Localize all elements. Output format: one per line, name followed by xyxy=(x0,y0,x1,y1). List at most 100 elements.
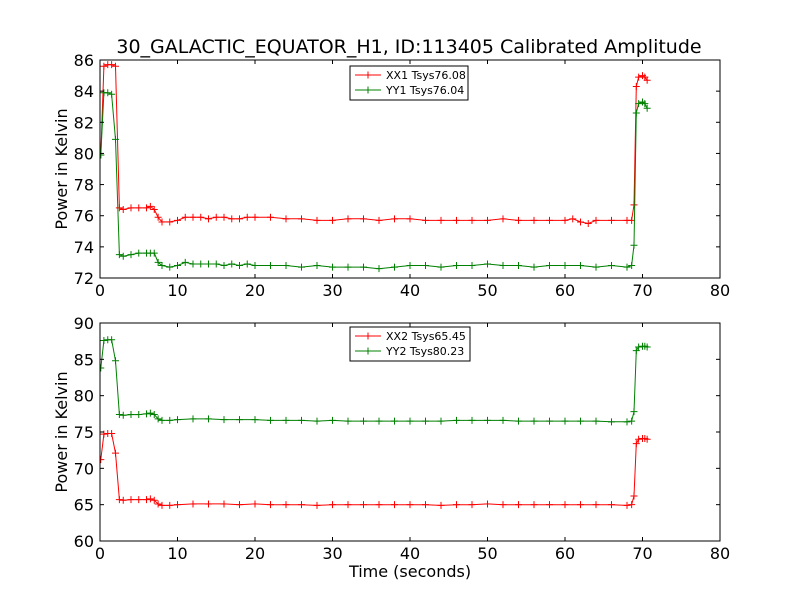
x-tick-label: 30 xyxy=(322,544,342,563)
legend-label: XX2 Tsys65.45 xyxy=(386,330,466,343)
data-point-1-1-48 xyxy=(635,343,643,351)
data-point-1-0-42 xyxy=(592,501,600,509)
data-point-0-1-49 xyxy=(623,263,631,271)
data-point-1-1-36 xyxy=(499,416,507,424)
legend-box xyxy=(349,326,471,362)
data-point-0-0-35 xyxy=(406,215,414,223)
data-point-1-1-44 xyxy=(623,418,631,426)
data-point-1-0-28 xyxy=(375,501,383,509)
data-point-1-1-32 xyxy=(437,417,445,425)
data-point-1-0-18 xyxy=(220,500,228,508)
data-point-0-1-38 xyxy=(453,262,460,270)
data-point-0-1-21 xyxy=(220,262,228,270)
data-point-1-1-16 xyxy=(189,415,197,423)
data-point-0-1-36 xyxy=(422,262,429,270)
data-point-0-0-50 xyxy=(608,216,615,224)
data-point-0-0-40 xyxy=(484,216,491,224)
data-point-0-0-4 xyxy=(112,62,119,70)
data-point-0-0-54 xyxy=(632,82,640,90)
data-point-0-0-11 xyxy=(150,205,158,213)
data-point-0-0-28 xyxy=(298,215,305,223)
data-point-0-1-39 xyxy=(468,262,476,270)
data-point-0-0-1 xyxy=(100,62,108,70)
data-point-1-1-20 xyxy=(251,416,259,424)
data-point-1-1-13 xyxy=(158,416,166,424)
data-point-1-0-12 xyxy=(154,500,162,508)
x-tick-label: 10 xyxy=(167,281,187,300)
data-point-1-0-22 xyxy=(282,501,290,509)
data-point-1-0-33 xyxy=(453,501,460,509)
data-point-1-1-41 xyxy=(577,417,584,425)
data-point-0-1-5 xyxy=(115,251,123,259)
data-point-1-0-35 xyxy=(484,500,491,508)
x-tick-label: 30 xyxy=(322,281,342,300)
data-point-1-0-45 xyxy=(628,501,636,509)
legend-label: YY2 Tsys80.23 xyxy=(385,345,464,358)
data-point-1-0-40 xyxy=(561,501,569,509)
y-tick-label: 65 xyxy=(74,496,94,515)
data-point-1-1-39 xyxy=(546,417,553,425)
data-point-0-0-32 xyxy=(360,215,367,223)
data-point-0-1-53 xyxy=(635,100,643,108)
data-point-1-1-37 xyxy=(515,417,522,425)
data-point-1-0-8 xyxy=(135,496,143,504)
data-point-1-1-9 xyxy=(143,410,150,418)
data-point-1-1-15 xyxy=(174,416,181,424)
data-point-0-0-18 xyxy=(197,213,205,221)
data-point-1-0-10 xyxy=(146,495,154,503)
data-point-0-1-22 xyxy=(228,260,236,268)
y-axis-label: Power in Kelvin xyxy=(52,108,71,229)
data-point-0-1-19 xyxy=(205,260,212,268)
data-point-1-1-27 xyxy=(360,417,367,425)
data-point-1-0-25 xyxy=(329,501,336,509)
data-point-1-0-41 xyxy=(577,501,584,509)
x-tick-label: 0 xyxy=(95,544,105,563)
legend-marker xyxy=(364,347,372,355)
series-line-0-1 xyxy=(100,92,648,270)
x-tick-label: 60 xyxy=(555,281,575,300)
top-plot: 0 10 20 30 40 50 60 70 80 72 74 76 78 80 82 84 86 Power i… xyxy=(52,51,730,300)
legend-marker xyxy=(364,332,372,340)
data-point-0-1-7 xyxy=(127,251,135,259)
data-point-1-1-51 xyxy=(643,343,651,351)
data-point-0-1-2 xyxy=(104,89,112,97)
data-point-0-1-52 xyxy=(632,109,640,117)
data-point-0-1-47 xyxy=(592,263,600,271)
x-tick-label: 20 xyxy=(245,281,265,300)
data-point-0-0-46 xyxy=(569,215,577,223)
data-point-1-1-46 xyxy=(630,408,638,416)
data-point-0-1-0 xyxy=(100,151,105,159)
data-point-1-1-30 xyxy=(406,417,414,425)
data-point-0-0-30 xyxy=(329,216,336,224)
data-point-0-1-42 xyxy=(515,262,522,270)
data-point-1-1-7 xyxy=(127,411,135,419)
y-tick-label: 70 xyxy=(74,459,94,478)
data-point-0-1-18 xyxy=(197,260,205,268)
data-point-1-0-21 xyxy=(267,501,274,509)
data-point-1-1-31 xyxy=(422,417,429,425)
data-point-1-1-43 xyxy=(608,418,615,426)
data-point-1-1-38 xyxy=(530,417,538,425)
data-point-1-0-3 xyxy=(108,429,116,437)
data-point-0-1-41 xyxy=(499,262,507,270)
data-point-0-0-9 xyxy=(143,204,150,212)
data-point-1-1-25 xyxy=(329,416,336,424)
data-point-0-1-34 xyxy=(391,263,398,271)
data-point-1-0-23 xyxy=(298,501,305,509)
data-point-0-0-26 xyxy=(267,213,274,221)
data-point-0-1-26 xyxy=(267,262,274,270)
data-point-1-1-12 xyxy=(154,415,162,423)
data-point-0-0-36 xyxy=(422,216,429,224)
data-point-1-0-47 xyxy=(632,440,640,448)
y-tick-label: 78 xyxy=(74,176,94,195)
data-point-1-1-28 xyxy=(375,417,383,425)
data-point-1-1-17 xyxy=(205,415,212,423)
data-point-1-1-40 xyxy=(561,417,569,425)
y-tick-label: 72 xyxy=(74,269,94,288)
legend: XX1 Tsys76.08 YY1 Tsys76.04 xyxy=(349,65,469,101)
y-tick-label: 80 xyxy=(74,387,94,406)
data-point-0-0-48 xyxy=(584,220,592,227)
data-point-0-1-29 xyxy=(313,262,321,270)
data-point-1-0-46 xyxy=(630,492,638,500)
